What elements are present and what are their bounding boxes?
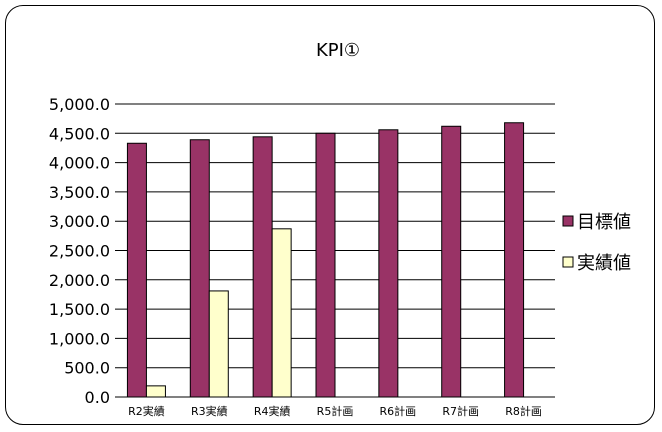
bar-target [315, 132, 336, 398]
y-tick-label: 3,500.0 [49, 183, 110, 202]
y-tick-label: 5,000.0 [49, 95, 110, 114]
bar-target [378, 129, 399, 398]
bar-actual [145, 385, 166, 398]
legend-swatch [562, 215, 574, 227]
bar-target [252, 136, 273, 398]
x-tick-label: R5計画 [317, 404, 354, 418]
x-tick-label: R2実績 [128, 404, 165, 418]
legend-swatch [562, 256, 574, 268]
x-tick-label: R8計画 [505, 404, 542, 418]
y-tick-label: 2,000.0 [49, 271, 110, 290]
chart-title: KPI① [316, 40, 360, 61]
legend-label: 目標値 [577, 212, 631, 233]
bar-target [126, 142, 147, 398]
y-tick-label: 1,000.0 [49, 329, 110, 348]
bar-target [189, 139, 210, 398]
bar-actual [208, 290, 229, 398]
bar-actual [271, 228, 292, 398]
bars [126, 122, 525, 398]
legend-label: 実績値 [577, 253, 631, 274]
y-tick-label: 500.0 [64, 359, 110, 378]
y-tick-label: 3,000.0 [49, 212, 110, 231]
y-tick-label: 4,500.0 [49, 124, 110, 143]
bar-target [504, 122, 525, 398]
x-tick-label: R3実績 [191, 404, 228, 418]
y-tick-label: 0.0 [85, 388, 110, 407]
y-tick-label: 2,500.0 [49, 242, 110, 261]
x-tick-label: R7計画 [442, 404, 479, 418]
y-tick-label: 4,000.0 [49, 154, 110, 173]
y-axis-tick-labels: 0.0 500.0 1,000.0 1,500.0 2,000.0 2,500.0 3,00… [49, 95, 110, 407]
x-tick-label: R4実績 [254, 404, 291, 418]
x-tick-label: R6計画 [380, 404, 417, 418]
y-tick-label: 1,500.0 [49, 300, 110, 319]
x-axis-tick-labels: R2実績 R3実績 R4実績 R5計画 R6計画 R7計画 R8計画 [128, 404, 542, 418]
bar-target [441, 125, 462, 398]
